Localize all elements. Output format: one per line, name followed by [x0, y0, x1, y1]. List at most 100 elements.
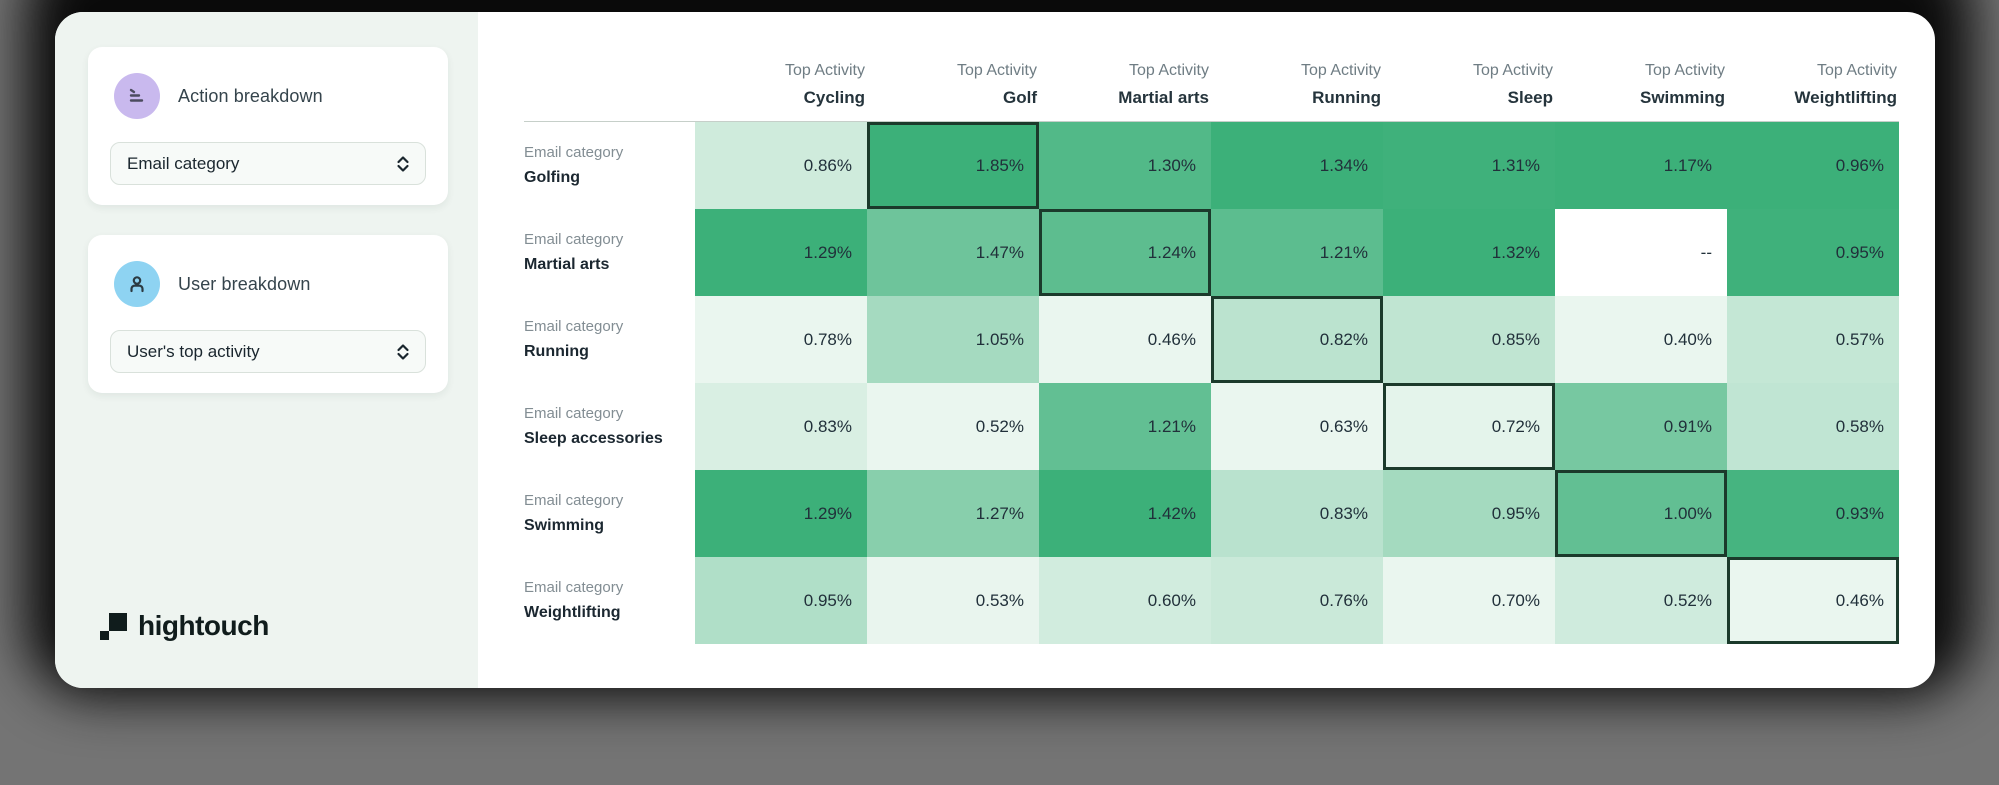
heatmap-cell[interactable]: 0.93%	[1727, 470, 1899, 557]
heatmap-cell[interactable]: 0.40%	[1555, 296, 1727, 383]
heatmap-cell[interactable]: 0.96%	[1727, 122, 1899, 209]
heatmap-cell[interactable]: 0.86%	[695, 122, 867, 209]
heatmap-cell[interactable]: 1.29%	[695, 470, 867, 557]
heatmap-cell[interactable]: 1.24%	[1039, 209, 1211, 296]
column-header-name: Cycling	[803, 88, 865, 107]
heatmap-cell[interactable]: 1.30%	[1039, 122, 1211, 209]
heatmap-cell[interactable]: 0.46%	[1727, 557, 1899, 644]
heatmap-cell[interactable]: 1.34%	[1211, 122, 1383, 209]
heatmap-cell[interactable]: 0.91%	[1555, 383, 1727, 470]
row-label-name: Running	[524, 343, 589, 360]
chevron-updown-icon	[395, 154, 411, 174]
heatmap-cell[interactable]: 1.47%	[867, 209, 1039, 296]
hightouch-logo-icon	[100, 612, 127, 640]
heatmap-cell[interactable]: 0.83%	[695, 383, 867, 470]
row-label-name: Martial arts	[524, 256, 610, 273]
heatmap-cell[interactable]: 1.32%	[1383, 209, 1555, 296]
action-breakdown-header: Action breakdown	[88, 47, 448, 119]
action-breakdown-title: Action breakdown	[178, 85, 323, 106]
row-label-name: Sleep accessories	[524, 430, 663, 447]
user-breakdown-select-value: User's top activity	[127, 341, 260, 361]
heatmap-cell[interactable]: 0.46%	[1039, 296, 1211, 383]
heatmap-cell[interactable]: 1.00%	[1555, 470, 1727, 557]
column-header: Top Activity Running	[1211, 12, 1383, 122]
column-header-prefix: Top Activity	[1128, 62, 1209, 79]
heatmap-cell[interactable]: 0.53%	[867, 557, 1039, 644]
row-label-name: Weightlifting	[524, 604, 621, 621]
row-label: Email category Swimming	[524, 470, 695, 557]
user-breakdown-panel: User breakdown User's top activity	[88, 235, 448, 393]
heatmap-cell[interactable]: 1.29%	[695, 209, 867, 296]
column-header: Top Activity Golf	[867, 12, 1039, 122]
heatmap-cell[interactable]: 0.83%	[1211, 470, 1383, 557]
user-breakdown-title: User breakdown	[178, 273, 311, 294]
chevron-updown-icon	[395, 342, 411, 362]
heatmap-cell[interactable]: 0.52%	[1555, 557, 1727, 644]
column-header-prefix: Top Activity	[1816, 62, 1897, 79]
column-header-name: Martial arts	[1118, 88, 1209, 107]
column-header: Top Activity Weightlifting	[1727, 12, 1899, 122]
heatmap-cell[interactable]: 0.52%	[867, 383, 1039, 470]
main-card: Action breakdown Email category	[55, 12, 1935, 688]
column-header-prefix: Top Activity	[1472, 62, 1553, 79]
heatmap-cell[interactable]: 0.63%	[1211, 383, 1383, 470]
row-label: Email category Martial arts	[524, 209, 695, 296]
heatmap: Top Activity Cycling Top Activity Golf Top A…	[524, 12, 1899, 644]
column-header-name: Running	[1312, 88, 1381, 107]
row-label-prefix: Email category	[524, 144, 624, 161]
hightouch-logo-text: hightouch	[138, 610, 269, 641]
heatmap-cell[interactable]: 0.58%	[1727, 383, 1899, 470]
heatmap-cell[interactable]: 0.95%	[1383, 470, 1555, 557]
heatmap-cell[interactable]: 0.82%	[1211, 296, 1383, 383]
heatmap-cell[interactable]: 0.78%	[695, 296, 867, 383]
action-breakdown-select[interactable]: Email category	[110, 142, 426, 185]
heatmap-cell[interactable]: 1.27%	[867, 470, 1039, 557]
column-header: Top Activity Cycling	[695, 12, 867, 122]
heatmap-cell[interactable]: 0.76%	[1211, 557, 1383, 644]
heatmap-cell[interactable]: 0.60%	[1039, 557, 1211, 644]
row-label: Email category Weightlifting	[524, 557, 695, 644]
heatmap-cell[interactable]: 1.05%	[867, 296, 1039, 383]
heatmap-cell[interactable]: 1.21%	[1039, 383, 1211, 470]
heatmap-cell[interactable]: 0.95%	[1727, 209, 1899, 296]
column-header: Top Activity Martial arts	[1039, 12, 1211, 122]
heatmap-cell[interactable]: --	[1555, 209, 1727, 296]
row-label-prefix: Email category	[524, 405, 624, 422]
action-breakdown-select-value: Email category	[127, 153, 240, 173]
heatmap-corner	[524, 12, 695, 122]
heatmap-cell[interactable]: 0.57%	[1727, 296, 1899, 383]
row-label-prefix: Email category	[524, 231, 624, 248]
heatmap-cell[interactable]: 0.70%	[1383, 557, 1555, 644]
hightouch-logo: hightouch	[100, 610, 269, 642]
heatmap-cell[interactable]: 0.95%	[695, 557, 867, 644]
action-breakdown-panel: Action breakdown Email category	[88, 47, 448, 205]
column-header-prefix: Top Activity	[1644, 62, 1725, 79]
heatmap-cell[interactable]: 1.17%	[1555, 122, 1727, 209]
row-label-prefix: Email category	[524, 318, 624, 335]
row-label-prefix: Email category	[524, 492, 624, 509]
column-header-prefix: Top Activity	[1300, 62, 1381, 79]
sidebar: Action breakdown Email category	[55, 12, 478, 688]
user-breakdown-select[interactable]: User's top activity	[110, 330, 426, 373]
row-label: Email category Sleep accessories	[524, 383, 695, 470]
heatmap-cell[interactable]: 1.42%	[1039, 470, 1211, 557]
row-label-name: Golfing	[524, 169, 580, 186]
column-header-name: Sleep	[1507, 88, 1553, 107]
row-label-name: Swimming	[524, 517, 605, 534]
heatmap-cell[interactable]: 1.21%	[1211, 209, 1383, 296]
person-icon	[114, 261, 160, 307]
column-header-name: Weightlifting	[1794, 88, 1897, 107]
heatmap-cell[interactable]: 1.31%	[1383, 122, 1555, 209]
column-header-prefix: Top Activity	[956, 62, 1037, 79]
column-header: Top Activity Swimming	[1555, 12, 1727, 122]
row-label: Email category Golfing	[524, 122, 695, 209]
heatmap-cell[interactable]: 0.85%	[1383, 296, 1555, 383]
bar-chart-icon	[114, 73, 160, 119]
heatmap-cell[interactable]: 1.85%	[867, 122, 1039, 209]
column-header-name: Swimming	[1639, 88, 1725, 107]
column-header: Top Activity Sleep	[1383, 12, 1555, 122]
row-label-prefix: Email category	[524, 579, 624, 596]
heatmap-cell[interactable]: 0.72%	[1383, 383, 1555, 470]
user-breakdown-header: User breakdown	[88, 235, 448, 307]
row-label: Email category Running	[524, 296, 695, 383]
